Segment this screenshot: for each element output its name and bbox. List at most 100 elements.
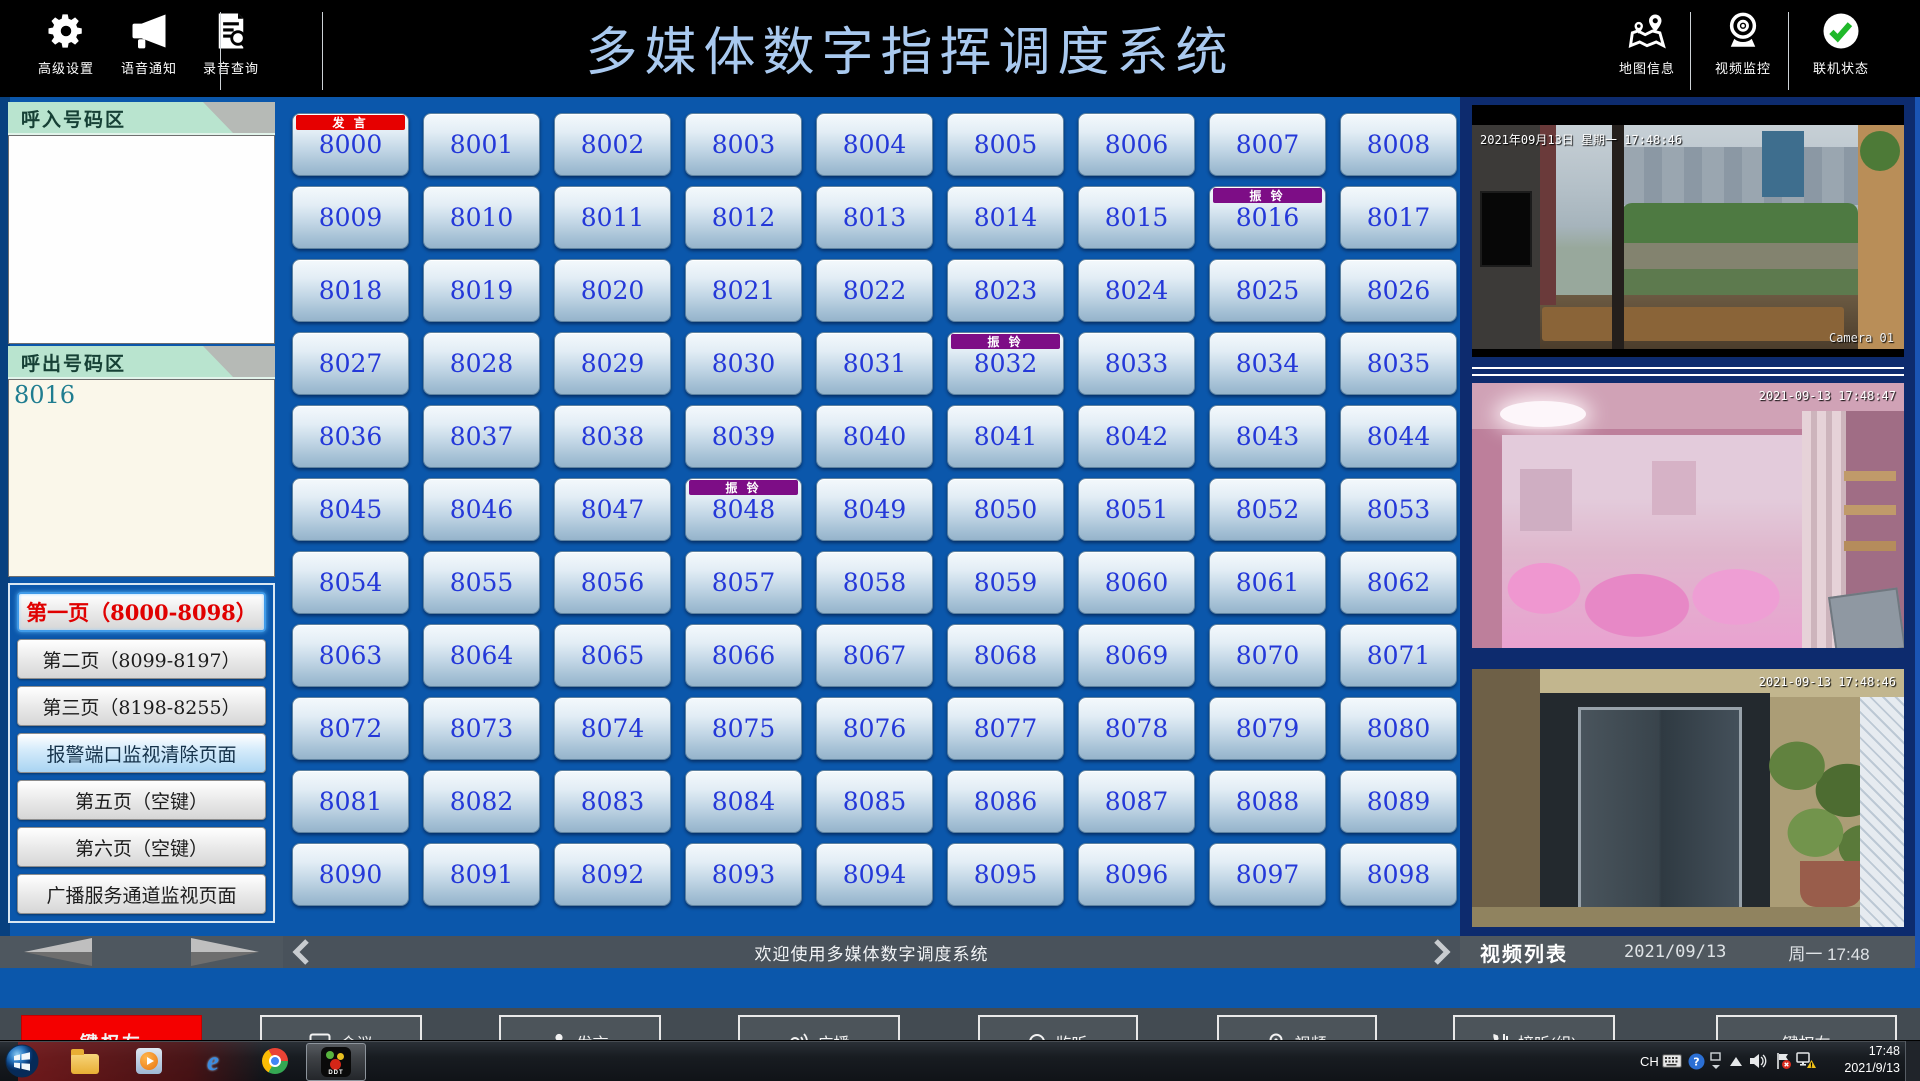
extension-button-8091[interactable]: 8091 — [423, 843, 540, 906]
extension-button-8029[interactable]: 8029 — [554, 332, 671, 395]
extension-button-8037[interactable]: 8037 — [423, 405, 540, 468]
extension-button-8093[interactable]: 8093 — [685, 843, 802, 906]
extension-button-8011[interactable]: 8011 — [554, 186, 671, 249]
extension-button-8003[interactable]: 8003 — [685, 113, 802, 176]
extension-button-8049[interactable]: 8049 — [816, 478, 933, 541]
extension-button-8012[interactable]: 8012 — [685, 186, 802, 249]
extension-button-8045[interactable]: 8045 — [292, 478, 409, 541]
tray-action-center-button[interactable] — [1774, 1041, 1792, 1081]
taskbar-ie-button[interactable]: e — [196, 1045, 230, 1077]
sidebar-page-button-2[interactable]: 第二页（8099-8197） — [17, 639, 266, 679]
extension-button-8092[interactable]: 8092 — [554, 843, 671, 906]
taskbar-explorer-button[interactable] — [68, 1045, 102, 1077]
sidebar-page-button-4[interactable]: 报警端口监视清除页面 — [17, 733, 266, 773]
sidebar-page-button-1[interactable]: 第一页（8000-8098） — [17, 592, 266, 632]
extension-button-8062[interactable]: 8062 — [1340, 551, 1457, 614]
extension-button-8056[interactable]: 8056 — [554, 551, 671, 614]
sidebar-page-button-7[interactable]: 广播服务通道监视页面 — [17, 874, 266, 914]
tray-help-button[interactable]: ? — [1688, 1041, 1705, 1081]
extension-button-8086[interactable]: 8086 — [947, 770, 1064, 833]
extension-button-8052[interactable]: 8052 — [1209, 478, 1326, 541]
recording-query-button[interactable]: 录音查询 — [186, 8, 276, 92]
extension-button-8055[interactable]: 8055 — [423, 551, 540, 614]
extension-button-8017[interactable]: 8017 — [1340, 186, 1457, 249]
extension-button-8069[interactable]: 8069 — [1078, 624, 1195, 687]
extension-button-8098[interactable]: 8098 — [1340, 843, 1457, 906]
extension-button-8097[interactable]: 8097 — [1209, 843, 1326, 906]
extension-button-8066[interactable]: 8066 — [685, 624, 802, 687]
extension-button-8050[interactable]: 8050 — [947, 478, 1064, 541]
camera-feed-3[interactable]: 2021-09-13 17:48:46 — [1472, 669, 1904, 927]
extension-button-8009[interactable]: 8009 — [292, 186, 409, 249]
extension-button-8073[interactable]: 8073 — [423, 697, 540, 760]
advanced-settings-button[interactable]: 高级设置 — [21, 8, 111, 92]
voice-notify-button[interactable]: 语音通知 — [104, 8, 194, 92]
extension-button-8054[interactable]: 8054 — [292, 551, 409, 614]
taskbar-clock[interactable]: 17:48 2021/9/13 — [1818, 1043, 1904, 1079]
tray-keyboard-button[interactable] — [1662, 1041, 1682, 1081]
extension-button-8027[interactable]: 8027 — [292, 332, 409, 395]
status-right-chevron-icon[interactable] — [1430, 939, 1452, 965]
extension-button-8005[interactable]: 8005 — [947, 113, 1064, 176]
video-monitor-button[interactable]: 视频监控 — [1698, 8, 1788, 92]
extension-button-8039[interactable]: 8039 — [685, 405, 802, 468]
next-page-arrow[interactable] — [191, 938, 259, 966]
extension-button-8030[interactable]: 8030 — [685, 332, 802, 395]
extension-button-8008[interactable]: 8008 — [1340, 113, 1457, 176]
tray-hidden-icons-button[interactable] — [1730, 1041, 1742, 1081]
extension-button-8019[interactable]: 8019 — [423, 259, 540, 322]
extension-button-8025[interactable]: 8025 — [1209, 259, 1326, 322]
extension-button-8070[interactable]: 8070 — [1209, 624, 1326, 687]
extension-button-8020[interactable]: 8020 — [554, 259, 671, 322]
extension-button-8059[interactable]: 8059 — [947, 551, 1064, 614]
extension-button-8051[interactable]: 8051 — [1078, 478, 1195, 541]
extension-button-8076[interactable]: 8076 — [816, 697, 933, 760]
extension-button-8071[interactable]: 8071 — [1340, 624, 1457, 687]
extension-button-8038[interactable]: 8038 — [554, 405, 671, 468]
outgoing-number-list[interactable]: 8016 — [8, 379, 275, 577]
extension-button-8015[interactable]: 8015 — [1078, 186, 1195, 249]
extension-button-8033[interactable]: 8033 — [1078, 332, 1195, 395]
extension-button-8022[interactable]: 8022 — [816, 259, 933, 322]
camera-feed-1[interactable]: 2021年09月13日 星期一 17:48:46 Camera 01 — [1472, 105, 1904, 357]
extension-button-8028[interactable]: 8028 — [423, 332, 540, 395]
tray-language-indicator[interactable]: CH — [1640, 1041, 1659, 1081]
extension-button-8081[interactable]: 8081 — [292, 770, 409, 833]
extension-button-8083[interactable]: 8083 — [554, 770, 671, 833]
extension-button-8044[interactable]: 8044 — [1340, 405, 1457, 468]
extension-button-8016[interactable]: 振 铃 8016 — [1209, 186, 1326, 249]
extension-button-8067[interactable]: 8067 — [816, 624, 933, 687]
extension-button-8021[interactable]: 8021 — [685, 259, 802, 322]
extension-button-8006[interactable]: 8006 — [1078, 113, 1195, 176]
extension-button-8058[interactable]: 8058 — [816, 551, 933, 614]
extension-button-8036[interactable]: 8036 — [292, 405, 409, 468]
extension-button-8031[interactable]: 8031 — [816, 332, 933, 395]
status-left-chevron-icon[interactable] — [291, 939, 313, 965]
extension-button-8072[interactable]: 8072 — [292, 697, 409, 760]
show-desktop-button[interactable] — [1905, 1041, 1920, 1081]
extension-button-8018[interactable]: 8018 — [292, 259, 409, 322]
extension-button-8088[interactable]: 8088 — [1209, 770, 1326, 833]
extension-button-8084[interactable]: 8084 — [685, 770, 802, 833]
prev-page-arrow[interactable] — [24, 938, 92, 966]
extension-button-8096[interactable]: 8096 — [1078, 843, 1195, 906]
extension-button-8060[interactable]: 8060 — [1078, 551, 1195, 614]
extension-button-8064[interactable]: 8064 — [423, 624, 540, 687]
extension-button-8082[interactable]: 8082 — [423, 770, 540, 833]
extension-button-8061[interactable]: 8061 — [1209, 551, 1326, 614]
extension-button-8040[interactable]: 8040 — [816, 405, 933, 468]
sidebar-page-button-6[interactable]: 第六页（空键） — [17, 827, 266, 867]
extension-button-8089[interactable]: 8089 — [1340, 770, 1457, 833]
tray-network-button[interactable]: ! — [1796, 1041, 1816, 1081]
extension-button-8024[interactable]: 8024 — [1078, 259, 1195, 322]
extension-button-8057[interactable]: 8057 — [685, 551, 802, 614]
extension-button-8078[interactable]: 8078 — [1078, 697, 1195, 760]
extension-button-8095[interactable]: 8095 — [947, 843, 1064, 906]
taskbar-media-player-button[interactable] — [132, 1045, 166, 1077]
extension-button-8023[interactable]: 8023 — [947, 259, 1064, 322]
extension-button-8032[interactable]: 振 铃 8032 — [947, 332, 1064, 395]
extension-button-8043[interactable]: 8043 — [1209, 405, 1326, 468]
extension-button-8065[interactable]: 8065 — [554, 624, 671, 687]
extension-button-8002[interactable]: 8002 — [554, 113, 671, 176]
extension-button-8075[interactable]: 8075 — [685, 697, 802, 760]
